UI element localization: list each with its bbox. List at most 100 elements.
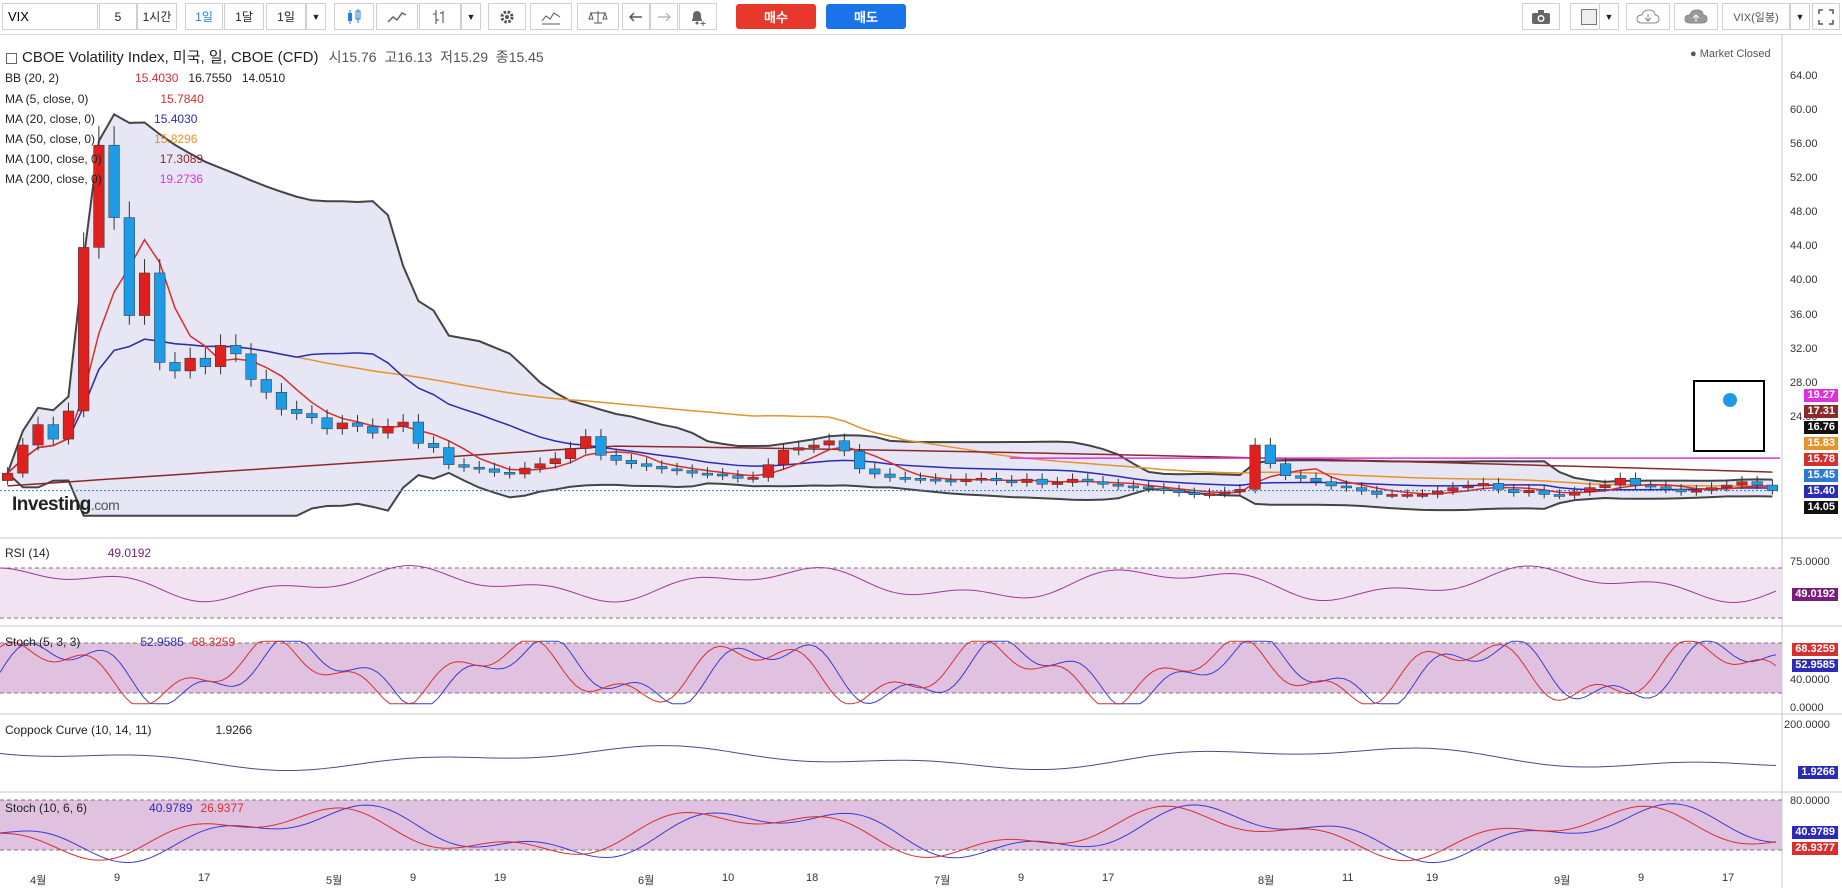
line-chart-button[interactable]: [376, 3, 418, 30]
date-axis-label: 9: [1018, 872, 1025, 884]
range-button[interactable]: 1일: [266, 3, 306, 30]
ma50-label: MA (50, close, 0): [5, 132, 96, 146]
candle-body: [1340, 485, 1352, 489]
candle-body: [2, 472, 14, 481]
chart-type-dropdown[interactable]: ▼: [461, 3, 481, 30]
coppock-label: Coppock Curve (10, 14, 11): [5, 723, 152, 737]
sell-button[interactable]: 매도: [826, 4, 906, 29]
candle-body: [367, 426, 379, 434]
legend-coppock[interactable]: Coppock Curve (10, 14, 11) 1.9266: [5, 723, 252, 737]
stoch2-d: 26.9377: [200, 801, 244, 815]
screenshot-button[interactable]: [1522, 3, 1560, 30]
candle-body: [1006, 480, 1018, 484]
compare-button[interactable]: [577, 3, 619, 30]
candle-body: [1477, 483, 1489, 487]
symbol-chip-dropdown[interactable]: ▼: [1790, 3, 1810, 30]
candle-body: [428, 443, 440, 448]
candle-body: [62, 410, 75, 440]
candle-body: [610, 455, 622, 461]
interval-1h-button[interactable]: 1시간: [137, 3, 177, 30]
date-axis-label: 19: [494, 872, 507, 884]
coppock-axis-top: 200.0000: [1784, 719, 1830, 731]
range-label: 1일: [277, 10, 295, 24]
interval-1d-button[interactable]: 1일: [185, 3, 223, 30]
buy-button[interactable]: 매수: [736, 4, 816, 29]
candle-body: [945, 479, 957, 483]
price-box: 15.83: [1804, 437, 1838, 450]
candle-body: [1264, 444, 1276, 465]
stoch1-axis-mid: 40.0000: [1790, 674, 1830, 686]
indicators-button[interactable]: [530, 3, 572, 30]
candle-body: [275, 391, 288, 410]
load-layout-button[interactable]: [1626, 3, 1670, 30]
color-dropdown[interactable]: ▼: [1599, 3, 1619, 30]
undo-button[interactable]: [622, 3, 650, 30]
price-axis-label: 40.00: [1790, 274, 1818, 287]
stoch1-k: 52.9585: [140, 635, 184, 649]
candle-body: [1173, 489, 1185, 493]
candle-type-button[interactable]: [334, 3, 374, 30]
logo-suffix: .com: [90, 497, 120, 513]
ma100-value: 17.3089: [159, 152, 204, 166]
candle-body: [108, 144, 120, 218]
range-dropdown[interactable]: ▼: [306, 3, 326, 30]
legend-ma50[interactable]: MA (50, close, 0) 15.8296: [5, 132, 197, 146]
open-label: 시: [328, 49, 342, 65]
stoch1-label: Stoch (5, 3, 3): [5, 635, 81, 649]
candle-body: [1538, 489, 1550, 495]
alert-button[interactable]: [679, 3, 717, 30]
bar-chart-button[interactable]: [419, 3, 461, 30]
legend-ma20[interactable]: MA (20, close, 0) 15.4030: [5, 112, 197, 126]
low-value: 15.29: [452, 49, 489, 65]
symbol-search-input[interactable]: [2, 3, 98, 30]
candle-body: [184, 357, 196, 372]
date-axis-label: 4월: [30, 875, 47, 887]
legend-rsi[interactable]: RSI (14) 49.0192: [5, 546, 151, 560]
bb-label: BB (20, 2): [5, 71, 60, 85]
price-axis-label: 44.00: [1790, 240, 1818, 253]
save-layout-button[interactable]: [1674, 3, 1718, 30]
candle-body: [777, 449, 790, 465]
price-axis-label: 56.00: [1790, 138, 1818, 151]
candle-body: [930, 478, 942, 482]
market-status: ● Market Closed: [1690, 48, 1771, 60]
candle-body: [1249, 444, 1261, 490]
settings-button[interactable]: [488, 3, 526, 30]
candle-body: [1036, 478, 1048, 485]
candle-body: [1051, 482, 1063, 485]
candle-body: [1066, 478, 1079, 483]
cloud-upload-icon: [1684, 8, 1708, 23]
legend-ma200[interactable]: MA (200, close, 0) 19.2736: [5, 172, 203, 186]
symbol-chip[interactable]: VIX(일봉): [1722, 3, 1790, 30]
price-box: 19.27: [1804, 389, 1838, 402]
legend-stoch1[interactable]: Stoch (5, 3, 3) 52.9585 68.3259: [5, 635, 235, 649]
legend-stoch2[interactable]: Stoch (10, 6, 6) 40.9789 26.9377: [5, 801, 244, 815]
redo-button[interactable]: [650, 3, 678, 30]
collapse-icon[interactable]: [6, 52, 17, 64]
highlight-box: [1693, 380, 1765, 452]
investing-logo: Investing.com: [12, 494, 120, 516]
close-value: 15.45: [508, 49, 544, 65]
legend-ma100[interactable]: MA (100, close, 0) 17.3089: [5, 152, 203, 166]
bb-value-2: 16.7550: [188, 71, 232, 85]
fullscreen-button[interactable]: [1812, 3, 1840, 30]
bollinger-fill: [7, 114, 1773, 516]
candle-body: [1614, 478, 1626, 486]
ma20-value: 15.4030: [154, 112, 198, 126]
interval-1m-button[interactable]: 1달: [224, 3, 264, 30]
date-axis-label: 9: [1638, 872, 1645, 884]
candle-body: [1569, 491, 1581, 496]
interval-1d-label: 1일: [195, 10, 213, 24]
candle-body: [1660, 486, 1672, 490]
rsi-label: RSI (14): [5, 546, 50, 560]
interval-input[interactable]: 5: [99, 3, 137, 30]
scale-icon: [588, 10, 608, 23]
candle-body: [625, 460, 637, 465]
candle-body: [975, 478, 987, 481]
legend-ma5[interactable]: MA (5, close, 0) 15.7840: [5, 92, 204, 106]
price-box: 14.05: [1804, 501, 1838, 514]
price-chart[interactable]: [0, 34, 1842, 888]
interval-value: 5: [114, 9, 122, 24]
legend-bb[interactable]: BB (20, 2) 15.4030 16.7550 14.0510: [5, 71, 285, 85]
price-box: 15.78: [1804, 453, 1838, 466]
